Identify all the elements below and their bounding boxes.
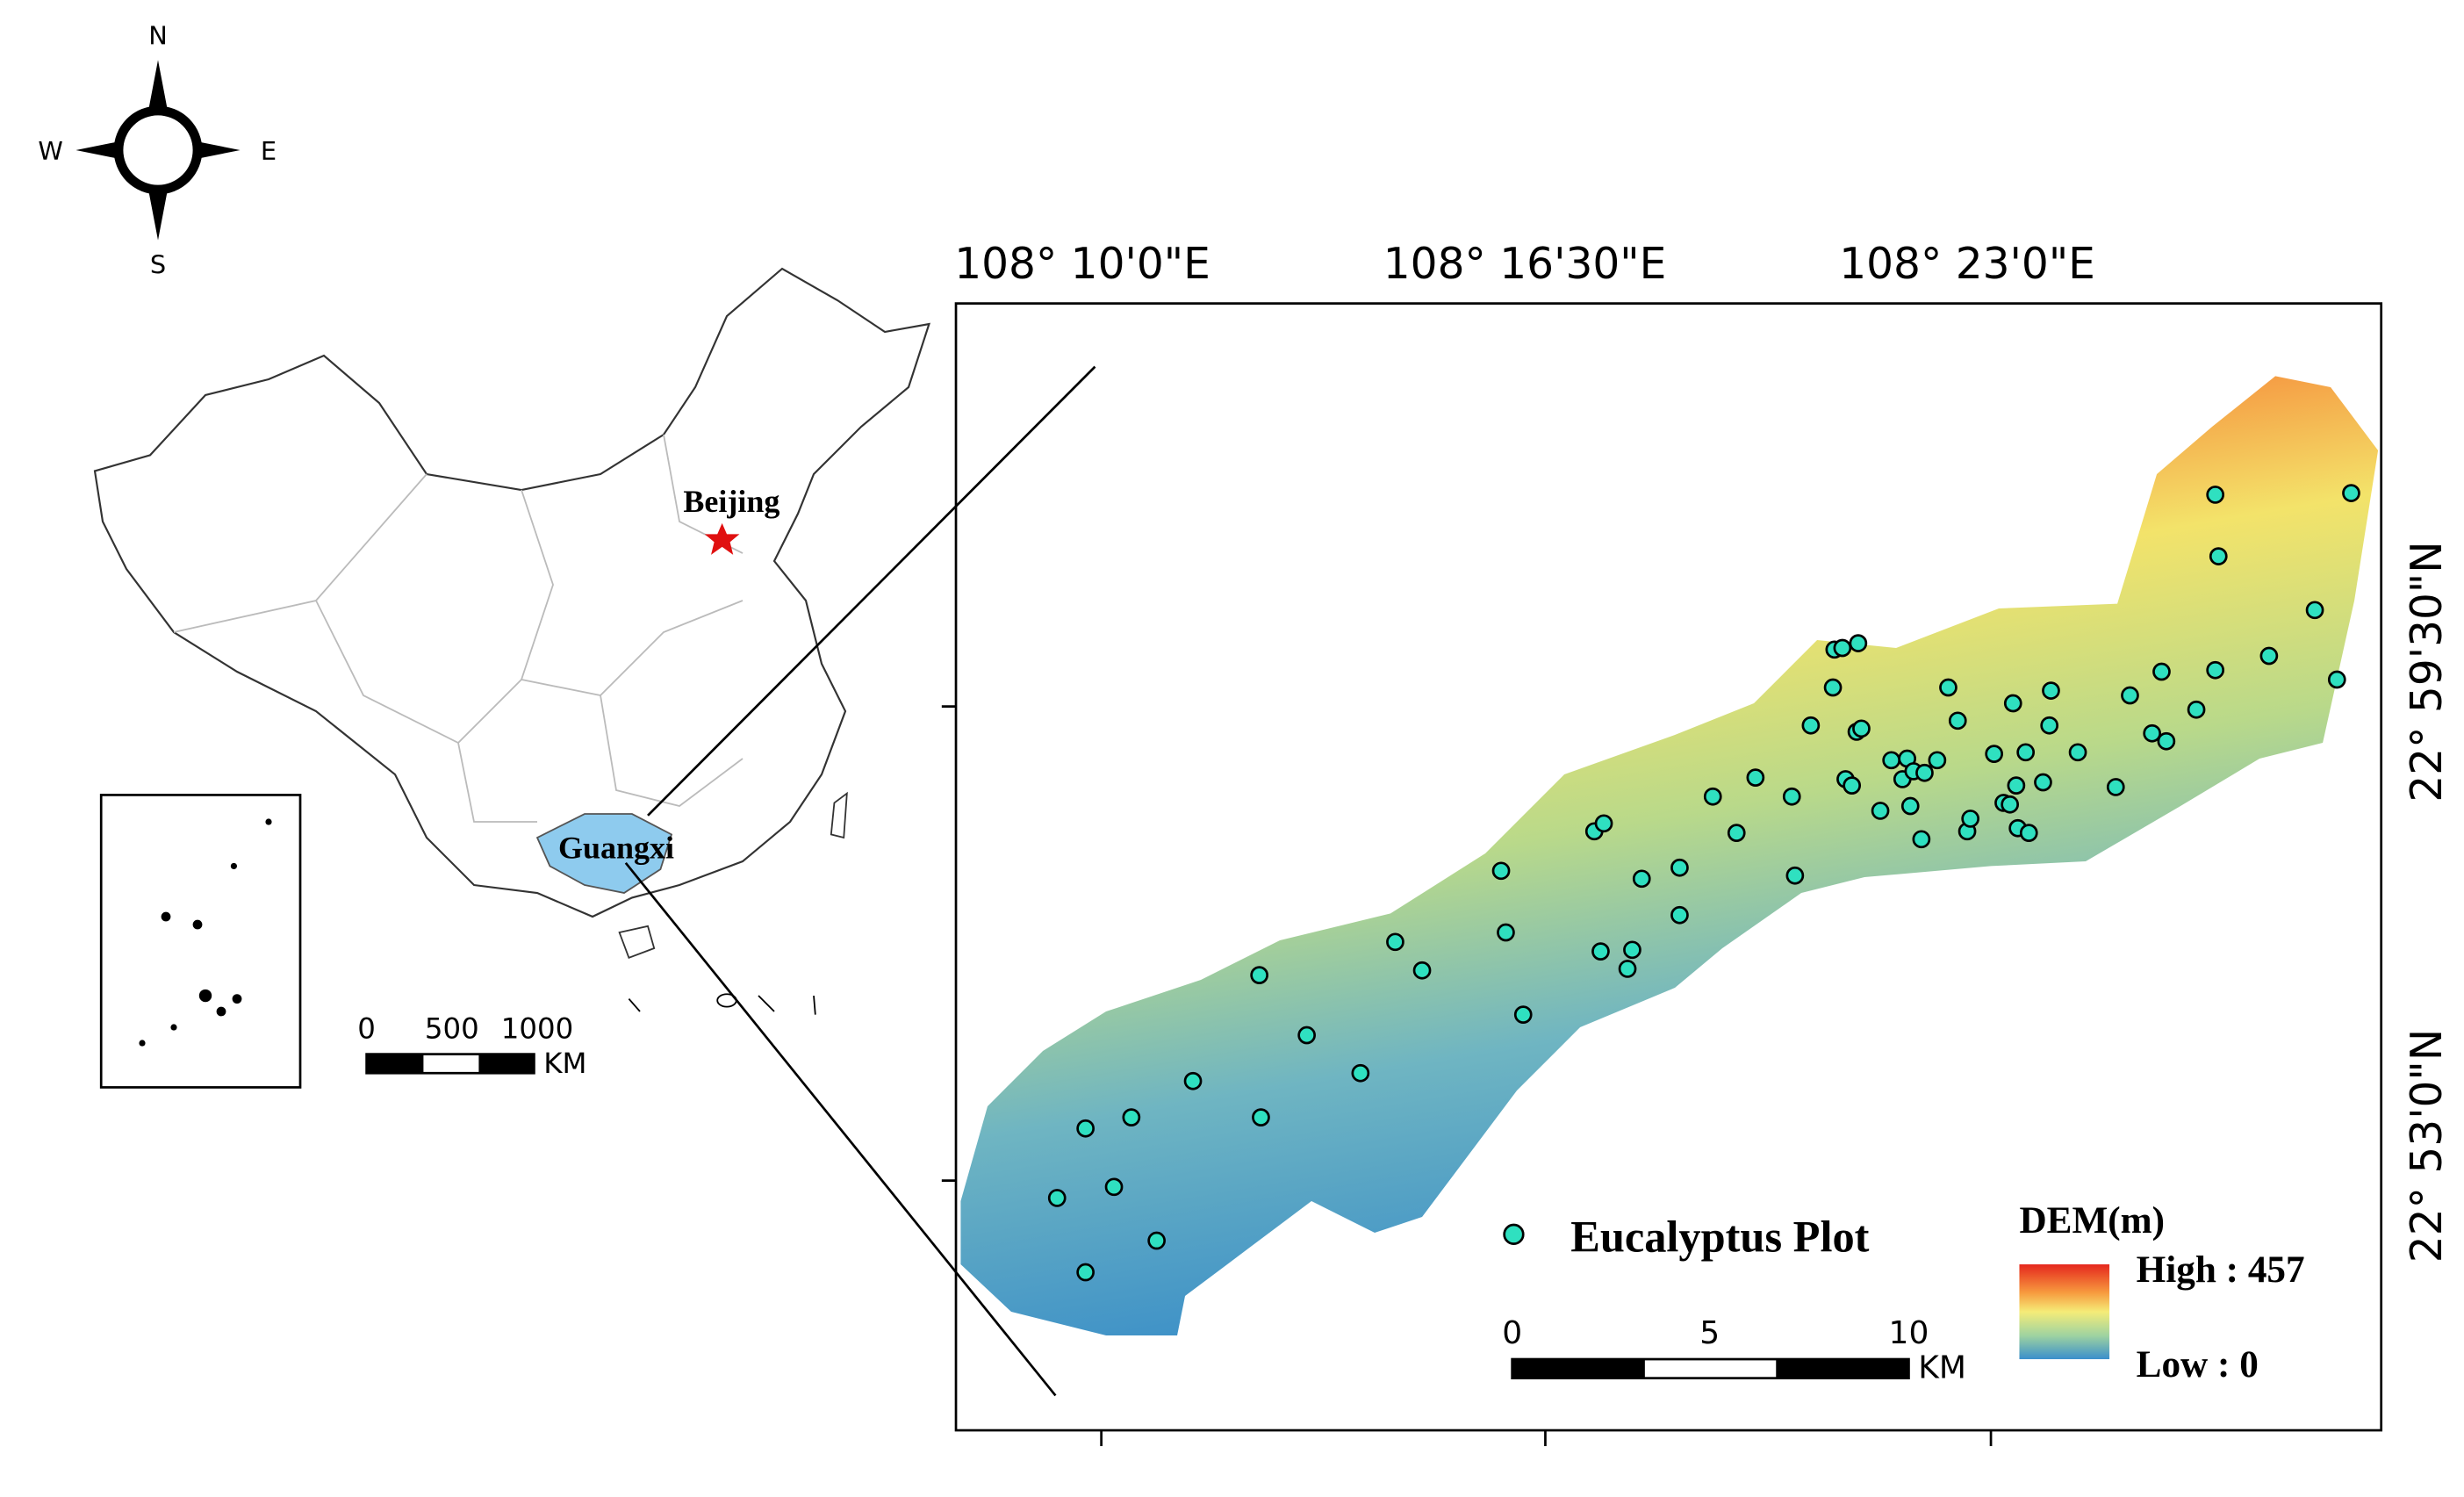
latitude-label: 22° 53'0"N bbox=[2403, 1029, 2452, 1263]
plot-point bbox=[1871, 802, 1890, 820]
west-label: W bbox=[38, 136, 62, 166]
plot-point bbox=[1104, 1177, 1124, 1197]
plot-point bbox=[1491, 861, 1511, 881]
longitude-label: 108° 23'0"E bbox=[1839, 240, 2095, 289]
scale-label: 0 bbox=[357, 1012, 376, 1046]
plot-point bbox=[2209, 547, 2228, 565]
plot-point bbox=[1047, 1189, 1067, 1207]
plot-point bbox=[1122, 1108, 1141, 1126]
compass: N S W E bbox=[38, 20, 277, 279]
dem-high-label: High : 457 bbox=[2137, 1249, 2305, 1291]
plot-point bbox=[1076, 1119, 1095, 1138]
plot-point bbox=[1939, 678, 1958, 697]
plot-point bbox=[1948, 711, 1967, 731]
scale-unit: KM bbox=[543, 1047, 586, 1080]
scale-label: 0 bbox=[1502, 1315, 1522, 1351]
plot-point bbox=[2034, 773, 2052, 792]
connector-line bbox=[624, 861, 1057, 1397]
plot-point bbox=[1497, 923, 1515, 942]
plot-point bbox=[2001, 795, 2020, 814]
plot-point bbox=[1782, 787, 1801, 806]
plot-point bbox=[1823, 678, 1843, 697]
plot-point bbox=[1852, 719, 1871, 738]
plot-point bbox=[1386, 932, 1404, 952]
plot-point bbox=[2143, 723, 2162, 743]
scale-label: 1000 bbox=[501, 1012, 573, 1046]
plot-point bbox=[1670, 858, 1689, 877]
plot-point bbox=[1843, 776, 1862, 795]
connector-line bbox=[647, 365, 1096, 817]
plot-point bbox=[1252, 1108, 1270, 1126]
scale-label: 5 bbox=[1699, 1315, 1720, 1351]
plot-point bbox=[1912, 830, 1931, 849]
south-label: S bbox=[150, 249, 166, 279]
plot-point bbox=[1849, 634, 1868, 652]
plot-point bbox=[1147, 1231, 1166, 1250]
plot-point bbox=[1961, 810, 1980, 828]
plot-point bbox=[1513, 1005, 1533, 1024]
plot-point bbox=[2157, 731, 2176, 751]
plot-point bbox=[2121, 686, 2139, 705]
longitude-label: 108° 10'0"E bbox=[954, 240, 1210, 289]
plot-point bbox=[2342, 484, 2360, 502]
dem-color-ramp bbox=[2019, 1264, 2110, 1360]
plot-point bbox=[1618, 960, 1637, 978]
plot-point bbox=[1785, 866, 1805, 885]
plot-point bbox=[2206, 486, 2225, 504]
longitude-label: 108° 16'30"E bbox=[1383, 240, 1667, 289]
plot-point bbox=[2327, 670, 2346, 689]
plot-point bbox=[2042, 681, 2060, 700]
legend-marker bbox=[1503, 1223, 1525, 1245]
dem-low-label: Low : 0 bbox=[2137, 1344, 2259, 1385]
overview-map: Beijing Guangxi 0 500 1000 KM bbox=[93, 267, 931, 1089]
plot-point bbox=[1250, 966, 1268, 984]
plot-point bbox=[1915, 763, 1934, 782]
plot-point bbox=[2003, 694, 2022, 713]
scale-label: 10 bbox=[1889, 1315, 1929, 1351]
guangxi-label: Guangxi bbox=[558, 830, 674, 865]
scale-label: 500 bbox=[425, 1012, 479, 1046]
plot-point bbox=[1882, 751, 1901, 770]
plot-point bbox=[1900, 796, 1920, 816]
legend-plot-label: Eucalyptus Plot bbox=[1570, 1213, 1869, 1262]
plot-point bbox=[2187, 700, 2206, 719]
plot-point bbox=[1412, 961, 1432, 980]
plot-point bbox=[1928, 751, 1947, 770]
plot-point bbox=[2016, 743, 2036, 762]
plot-point bbox=[2259, 646, 2279, 666]
study-area-map: 108° 10'0"E 108° 16'30"E 108° 23'0"E 22°… bbox=[941, 240, 2452, 1447]
plot-point bbox=[1351, 1063, 1370, 1083]
plot-point bbox=[2305, 601, 2324, 620]
plot-point bbox=[1076, 1263, 1095, 1282]
plot-point bbox=[2206, 660, 2225, 680]
latitude-label: 22° 59'30"N bbox=[2403, 541, 2452, 802]
plot-point bbox=[1594, 814, 1613, 833]
plot-point bbox=[1833, 638, 1852, 658]
plot-point bbox=[2152, 662, 2171, 681]
north-label: N bbox=[148, 20, 168, 50]
plot-point bbox=[2019, 824, 2038, 842]
plot-point bbox=[1727, 824, 1746, 842]
plot-point bbox=[2007, 776, 2026, 795]
plot-point bbox=[1183, 1071, 1203, 1090]
scale-unit: KM bbox=[1918, 1350, 1966, 1386]
plot-point bbox=[1801, 716, 1821, 735]
plot-point bbox=[1670, 905, 1689, 925]
east-label: E bbox=[261, 136, 277, 166]
plot-point bbox=[2040, 716, 2059, 735]
plot-point bbox=[2106, 778, 2125, 796]
plot-point bbox=[1591, 942, 1610, 961]
plot-point bbox=[1632, 869, 1651, 889]
plot-point bbox=[1985, 745, 2004, 763]
plot-point bbox=[1703, 787, 1722, 806]
plot-point bbox=[1746, 768, 1765, 787]
plot-point bbox=[1623, 940, 1641, 960]
beijing-label: Beijing bbox=[683, 484, 779, 519]
dem-title: DEM(m) bbox=[2019, 1200, 2165, 1242]
plot-point bbox=[2068, 743, 2087, 762]
plot-point bbox=[1297, 1026, 1316, 1045]
